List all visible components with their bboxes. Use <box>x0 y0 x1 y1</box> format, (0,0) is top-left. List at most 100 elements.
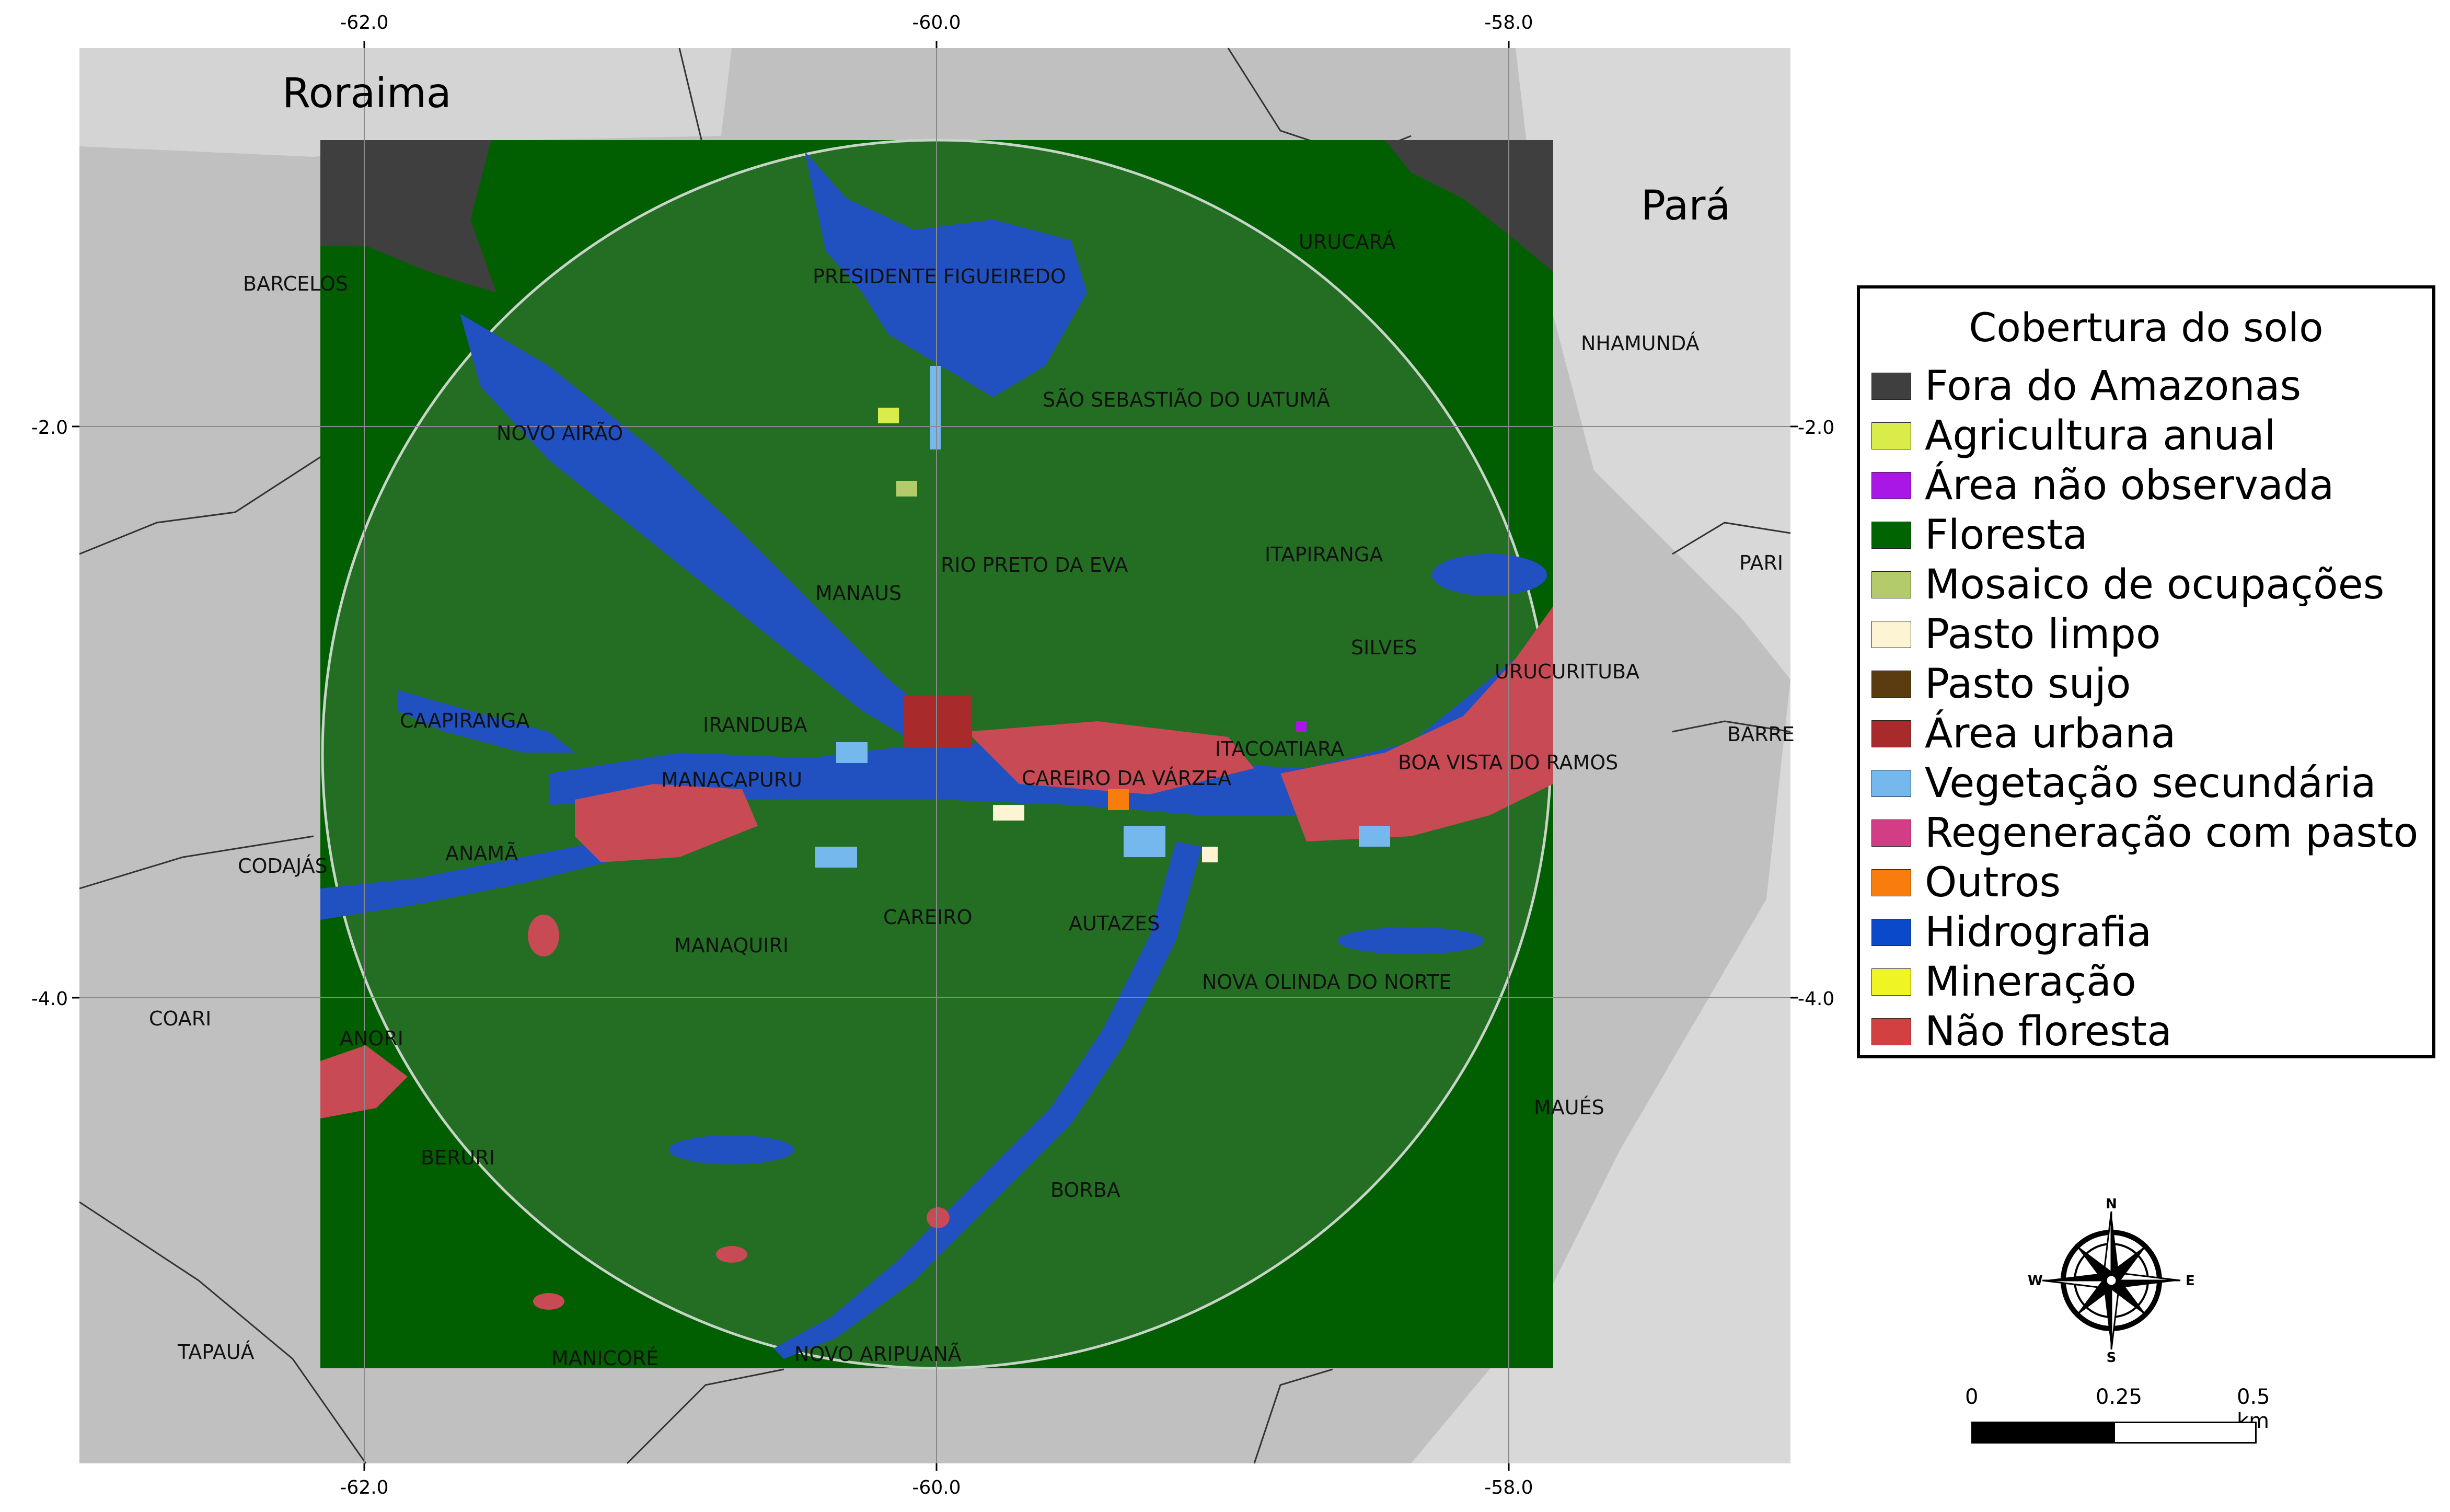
scale-bar: 0 0.25 0.5 km <box>1965 1385 2279 1448</box>
legend: Cobertura do solo Fora do Amazonas Agricu… <box>1857 285 2435 1058</box>
nao-floresta-patches <box>320 606 1553 1310</box>
legend-label: Área urbana <box>1925 710 2176 757</box>
place-label: ITAPIRANGA <box>1265 543 1383 566</box>
scale-segment-2 <box>2113 1422 2257 1444</box>
legend-swatch <box>1871 869 1911 896</box>
fora-amazonas-ne <box>1385 140 1553 272</box>
legend-label: Floresta <box>1925 512 2088 559</box>
legend-swatch <box>1871 968 1911 996</box>
place-label: CODAJÁS <box>238 855 328 878</box>
place-label: RIO PRETO DA EVA <box>941 553 1128 576</box>
area-urbana-manaus <box>904 695 972 747</box>
legend-item: Não floresta <box>1871 1008 2172 1055</box>
place-label: TAPAUÁ <box>177 1341 255 1364</box>
vegetacao-secundaria <box>815 366 1390 868</box>
legend-label: Outros <box>1925 859 2061 906</box>
compass-s: S <box>2107 1350 2117 1364</box>
legend-swatch <box>1871 522 1911 549</box>
legend-swatch <box>1871 671 1911 698</box>
place-label: ANAMÃ <box>445 842 518 865</box>
legend-item: Vegetação secundária <box>1871 760 2376 807</box>
legend-swatch <box>1871 720 1911 747</box>
legend-item: Área urbana <box>1871 710 2176 757</box>
legend-title: Cobertura do solo <box>1969 304 2324 351</box>
x-tick-top-2: -60.0 <box>912 12 961 33</box>
place-label: MAUÉS <box>1534 1096 1604 1119</box>
legend-item: Floresta <box>1871 512 2088 559</box>
legend-item: Hidrografia <box>1871 909 2152 956</box>
y-tick-left-2: -4.0 <box>31 988 68 1010</box>
scale-label-0: 0 <box>1965 1385 1979 1409</box>
legend-swatch <box>1871 373 1911 400</box>
x-tick-top-1: -62.0 <box>340 12 388 33</box>
legend-item: Pasto sujo <box>1871 661 2131 708</box>
place-label: AUTAZES <box>1069 912 1160 935</box>
legend-label: Agricultura anual <box>1925 412 2276 459</box>
state-label-roraima: Roraima <box>282 70 452 117</box>
legend-label: Pasto limpo <box>1925 611 2161 658</box>
place-label: BARCELOS <box>243 272 348 295</box>
place-label: ANORI <box>340 1027 403 1050</box>
legend-label: Não floresta <box>1925 1008 2172 1055</box>
place-label: MANAUS <box>815 582 902 605</box>
x-tick-bottom-1: -62.0 <box>340 1477 388 1498</box>
legend-label: Vegetação secundária <box>1925 760 2376 807</box>
legend-swatch <box>1871 422 1911 449</box>
place-label: BOA VISTA DO RAMOS <box>1398 751 1618 774</box>
place-label: SILVES <box>1351 636 1417 659</box>
place-label: URUCURITUBA <box>1495 660 1639 683</box>
place-label: CAREIRO DA VÁRZEA <box>1022 767 1231 790</box>
legend-item: Regeneração com pasto <box>1871 810 2418 857</box>
legend-item: Mineração <box>1871 959 2136 1006</box>
place-label: NOVA OLINDA DO NORTE <box>1202 971 1451 994</box>
legend-label: Mosaico de ocupações <box>1925 561 2385 608</box>
place-label: URUCARÁ <box>1299 230 1395 253</box>
x-tick-bottom-2: -60.0 <box>912 1477 961 1498</box>
place-label: SÃO SEBASTIÃO DO UATUMÃ <box>1043 388 1330 411</box>
place-label: BARRE <box>1727 723 1795 746</box>
x-tick-top-3: -58.0 <box>1484 12 1533 33</box>
legend-swatch <box>1871 1018 1911 1045</box>
place-label: NHAMUNDÁ <box>1581 332 1700 355</box>
scale-label-mid: 0.25 <box>2096 1385 2143 1409</box>
ticks <box>72 41 1798 1471</box>
legend-label: Regeneração com pasto <box>1925 810 2419 857</box>
para-region <box>1411 48 1790 1463</box>
place-label: ITACOATIARA <box>1215 737 1344 760</box>
graticule <box>79 48 1790 1463</box>
legend-item: Mosaico de ocupações <box>1871 561 2384 608</box>
place-label: MANAQUIRI <box>674 934 789 957</box>
state-label-para: Pará <box>1641 182 1730 229</box>
place-label: MANACAPURU <box>661 768 802 791</box>
scale-label-end: 0.5 km <box>2237 1385 2270 1433</box>
x-tick-bottom-3: -58.0 <box>1484 1477 1533 1498</box>
y-tick-left-1: -2.0 <box>31 417 68 438</box>
legend-swatch <box>1871 919 1911 946</box>
place-label: NOVO AIRÃO <box>496 422 623 445</box>
legend-label: Fora do Amazonas <box>1925 363 2302 410</box>
misc-landcover <box>878 408 1307 862</box>
legend-swatch <box>1871 820 1911 847</box>
legend-swatch <box>1871 571 1911 598</box>
roraima-region <box>79 48 732 157</box>
legend-label: Pasto sujo <box>1925 661 2131 708</box>
place-label: MANICORÉ <box>551 1347 658 1370</box>
y-tick-right-1: -2.0 <box>1798 417 1834 438</box>
legend-swatch <box>1871 621 1911 648</box>
legend-item: Agricultura anual <box>1871 412 2275 459</box>
north-arrow-icon: N S E W <box>2028 1197 2195 1364</box>
place-label: BERURI <box>421 1146 495 1169</box>
place-label: BORBA <box>1050 1179 1120 1202</box>
place-label: IRANDUBA <box>703 713 807 736</box>
compass-e: E <box>2186 1273 2195 1289</box>
compass-n: N <box>2106 1197 2117 1212</box>
legend-item: Outros <box>1871 859 2061 906</box>
place-label: CAREIRO <box>883 906 972 929</box>
place-label: PARI <box>1739 551 1783 574</box>
legend-item: Fora do Amazonas <box>1871 363 2301 410</box>
place-label: NOVO ARIPUANÃ <box>794 1343 962 1366</box>
legend-label: Área não observada <box>1925 462 2335 509</box>
legend-label: Hidrografia <box>1925 909 2152 956</box>
y-tick-right-2: -4.0 <box>1798 988 1834 1010</box>
